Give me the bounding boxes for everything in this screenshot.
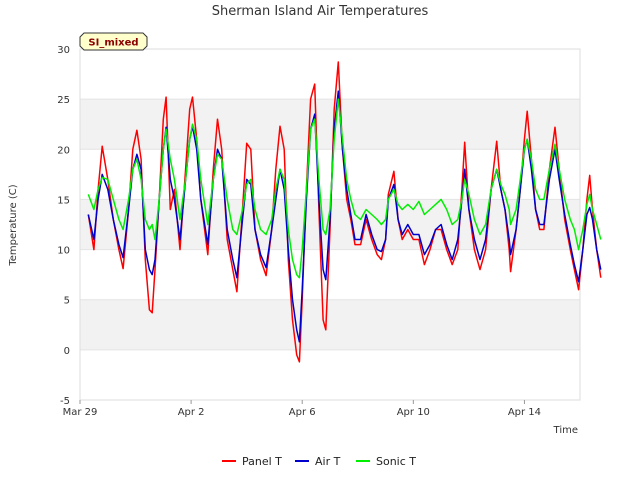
site-badge-label: SI_mixed — [88, 38, 138, 49]
grid-band — [80, 99, 580, 150]
legend-label-sonic-t: Sonic T — [376, 455, 416, 468]
grid-band — [80, 299, 580, 350]
y-tick-label: -5 — [60, 396, 70, 407]
y-tick-label: 5 — [64, 296, 70, 307]
site-badge: SI_mixed — [79, 32, 148, 51]
y-tick-label: 10 — [57, 246, 70, 257]
grid-band — [80, 149, 580, 200]
series-line-air-t — [87, 90, 602, 343]
series-line-sonic-t — [87, 98, 602, 279]
y-axis-label: Temperature (C) — [8, 184, 19, 266]
legend: Panel T Air T Sonic T — [222, 455, 416, 468]
grid-band — [80, 349, 580, 400]
legend-label-panel-t: Panel T — [242, 455, 282, 468]
y-tick-label: 30 — [57, 45, 70, 56]
x-tick-label: Apr 2 — [178, 407, 205, 418]
series-lines — [87, 61, 602, 363]
x-tick-label: Apr 14 — [508, 407, 541, 418]
x-axis-label: Time — [553, 425, 578, 436]
x-tick-label: Apr 10 — [397, 407, 430, 418]
y-axis-ticks: -5 0 5 10 15 20 25 30 — [57, 45, 70, 407]
chart-title: Sherman Island Air Temperatures — [212, 4, 429, 19]
x-axis-ticks: Mar 29 Apr 2 Apr 6 Apr 10 Apr 14 — [63, 400, 541, 418]
y-tick-label: 20 — [57, 145, 70, 156]
grid-band — [80, 49, 580, 100]
grid-band — [80, 249, 580, 300]
x-tick-label: Apr 6 — [289, 407, 316, 418]
y-tick-label: 0 — [64, 346, 70, 357]
y-tick-label: 15 — [57, 195, 70, 206]
x-tick-label: Mar 29 — [63, 407, 98, 418]
legend-label-air-t: Air T — [315, 455, 341, 468]
plot-area-border — [79, 48, 581, 401]
y-tick-label: 25 — [57, 95, 70, 106]
